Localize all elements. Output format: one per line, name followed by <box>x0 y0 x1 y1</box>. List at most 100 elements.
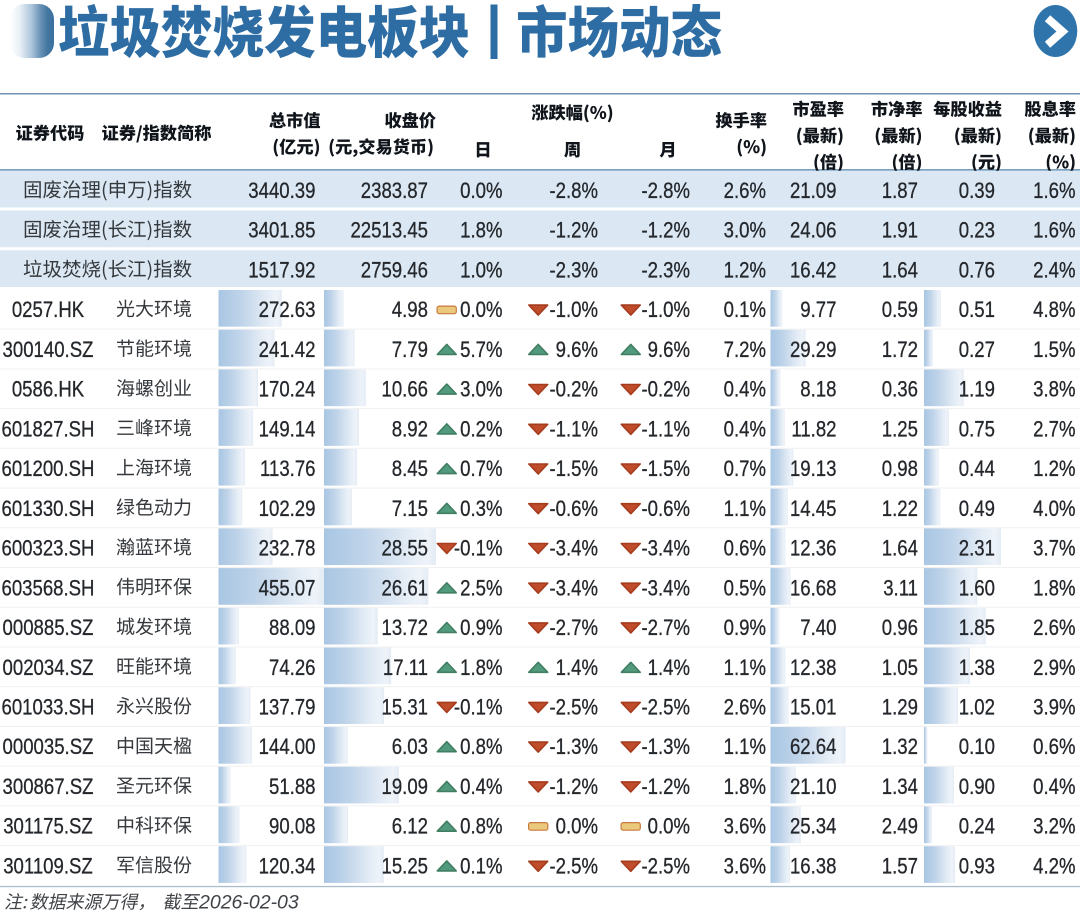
svg-text:1.87: 1.87 <box>882 180 918 204</box>
svg-text:601200.SH: 601200.SH <box>1 458 94 482</box>
svg-text:1.72: 1.72 <box>882 339 918 363</box>
svg-text:24.06: 24.06 <box>790 219 837 243</box>
svg-text:0.1%: 0.1% <box>460 855 502 879</box>
svg-text:1.8%: 1.8% <box>460 219 502 243</box>
svg-text:19.09: 19.09 <box>381 776 428 800</box>
svg-text:2.6%: 2.6% <box>724 696 766 720</box>
svg-text:-3.4%: -3.4% <box>641 537 690 561</box>
svg-text:-2.8%: -2.8% <box>549 180 598 204</box>
svg-text:0.49: 0.49 <box>959 497 995 521</box>
svg-text:-3.4%: -3.4% <box>641 577 690 601</box>
svg-text:1.57: 1.57 <box>882 855 918 879</box>
svg-text:0.51: 0.51 <box>959 299 995 323</box>
svg-text:3.9%: 3.9% <box>1033 696 1075 720</box>
svg-text:-2.5%: -2.5% <box>641 855 690 879</box>
svg-text:0.8%: 0.8% <box>460 815 502 839</box>
svg-text:14.45: 14.45 <box>790 497 837 521</box>
svg-text:-1.2%: -1.2% <box>549 219 598 243</box>
svg-text:0.24: 0.24 <box>959 815 995 839</box>
svg-text:12.38: 12.38 <box>790 656 837 680</box>
svg-text:2.7%: 2.7% <box>1033 418 1075 442</box>
svg-text:17.11: 17.11 <box>383 656 428 680</box>
svg-text:12.36: 12.36 <box>790 537 837 561</box>
svg-text:0.5%: 0.5% <box>724 577 766 601</box>
svg-text:-1.2%: -1.2% <box>641 776 690 800</box>
svg-text:11.82: 11.82 <box>791 418 836 442</box>
svg-text:601827.SH: 601827.SH <box>1 418 94 442</box>
svg-text:0.0%: 0.0% <box>648 815 690 839</box>
svg-text:1.4%: 1.4% <box>556 656 598 680</box>
svg-text:0.9%: 0.9% <box>460 617 502 641</box>
svg-text:8.18: 8.18 <box>800 378 836 402</box>
svg-text:000885.SZ: 000885.SZ <box>3 617 94 641</box>
svg-text:0.98: 0.98 <box>882 458 918 482</box>
svg-text:28.55: 28.55 <box>381 537 428 561</box>
svg-text:0.10: 0.10 <box>959 736 995 760</box>
svg-text:600323.SH: 600323.SH <box>1 537 94 561</box>
svg-text:1.0%: 1.0% <box>460 259 502 283</box>
svg-text:16.68: 16.68 <box>790 577 837 601</box>
svg-text:0.23: 0.23 <box>959 219 995 243</box>
svg-text:1.05: 1.05 <box>882 656 918 680</box>
svg-text:-1.0%: -1.0% <box>549 299 598 323</box>
svg-text:25.34: 25.34 <box>790 815 837 839</box>
svg-text:9.77: 9.77 <box>800 299 836 323</box>
svg-text:0.75: 0.75 <box>959 418 995 442</box>
svg-text:-1.5%: -1.5% <box>549 458 598 482</box>
svg-text:74.26: 74.26 <box>269 656 316 680</box>
svg-text:1.8%: 1.8% <box>1033 577 1075 601</box>
svg-text:16.38: 16.38 <box>790 855 837 879</box>
svg-text:-0.6%: -0.6% <box>549 497 598 521</box>
svg-text:29.29: 29.29 <box>790 339 837 363</box>
svg-text:0.6%: 0.6% <box>1033 736 1075 760</box>
svg-text:0.7%: 0.7% <box>460 458 502 482</box>
svg-text:0.4%: 0.4% <box>460 776 502 800</box>
svg-text:1.02: 1.02 <box>959 696 995 720</box>
svg-text:2.6%: 2.6% <box>1033 617 1075 641</box>
svg-text:16.42: 16.42 <box>790 259 837 283</box>
svg-text:-1.0%: -1.0% <box>641 299 690 323</box>
svg-text:0.39: 0.39 <box>959 180 995 204</box>
svg-text:3.7%: 3.7% <box>1033 537 1075 561</box>
svg-text:603568.SH: 603568.SH <box>1 577 94 601</box>
svg-text:0.76: 0.76 <box>959 259 995 283</box>
svg-text:2026-02-03: 2026-02-03 <box>198 891 299 913</box>
svg-text:88.09: 88.09 <box>269 617 316 641</box>
svg-text:4.98: 4.98 <box>392 299 428 323</box>
svg-text:1.2%: 1.2% <box>1033 458 1075 482</box>
svg-text:301109.SZ: 301109.SZ <box>3 855 93 879</box>
svg-text:4.8%: 4.8% <box>1033 299 1075 323</box>
svg-text:0.93: 0.93 <box>959 855 995 879</box>
svg-text:601330.SH: 601330.SH <box>1 497 94 521</box>
svg-text:26.61: 26.61 <box>381 577 428 601</box>
svg-text:15.01: 15.01 <box>790 696 837 720</box>
svg-text:15.25: 15.25 <box>381 855 428 879</box>
svg-text:7.2%: 7.2% <box>724 339 766 363</box>
svg-text:-2.5%: -2.5% <box>549 855 598 879</box>
svg-text:7.40: 7.40 <box>800 617 836 641</box>
svg-text:7.15: 7.15 <box>392 497 428 521</box>
svg-text:170.24: 170.24 <box>259 378 316 402</box>
svg-text:-2.7%: -2.7% <box>549 617 598 641</box>
svg-text:51.88: 51.88 <box>269 776 316 800</box>
svg-text:-2.5%: -2.5% <box>549 696 598 720</box>
svg-text:9.6%: 9.6% <box>556 339 598 363</box>
svg-text:144.00: 144.00 <box>259 736 316 760</box>
svg-text:0.3%: 0.3% <box>460 497 502 521</box>
svg-text:6.12: 6.12 <box>392 815 428 839</box>
svg-text:1.32: 1.32 <box>882 736 918 760</box>
svg-text:0.7%: 0.7% <box>724 458 766 482</box>
svg-text:-0.2%: -0.2% <box>549 378 598 402</box>
svg-text:-1.1%: -1.1% <box>641 418 690 442</box>
svg-text:0.4%: 0.4% <box>724 378 766 402</box>
svg-text:1.2%: 1.2% <box>724 259 766 283</box>
svg-text:0.0%: 0.0% <box>460 299 502 323</box>
svg-text:272.63: 272.63 <box>259 299 316 323</box>
svg-text:1.6%: 1.6% <box>1033 180 1075 204</box>
svg-text:0.44: 0.44 <box>959 458 995 482</box>
svg-text:2759.46: 2759.46 <box>361 259 428 283</box>
svg-text:0.4%: 0.4% <box>1033 776 1075 800</box>
svg-text:1.19: 1.19 <box>959 378 995 402</box>
svg-text:0.59: 0.59 <box>882 299 918 323</box>
svg-text:-1.3%: -1.3% <box>549 736 598 760</box>
